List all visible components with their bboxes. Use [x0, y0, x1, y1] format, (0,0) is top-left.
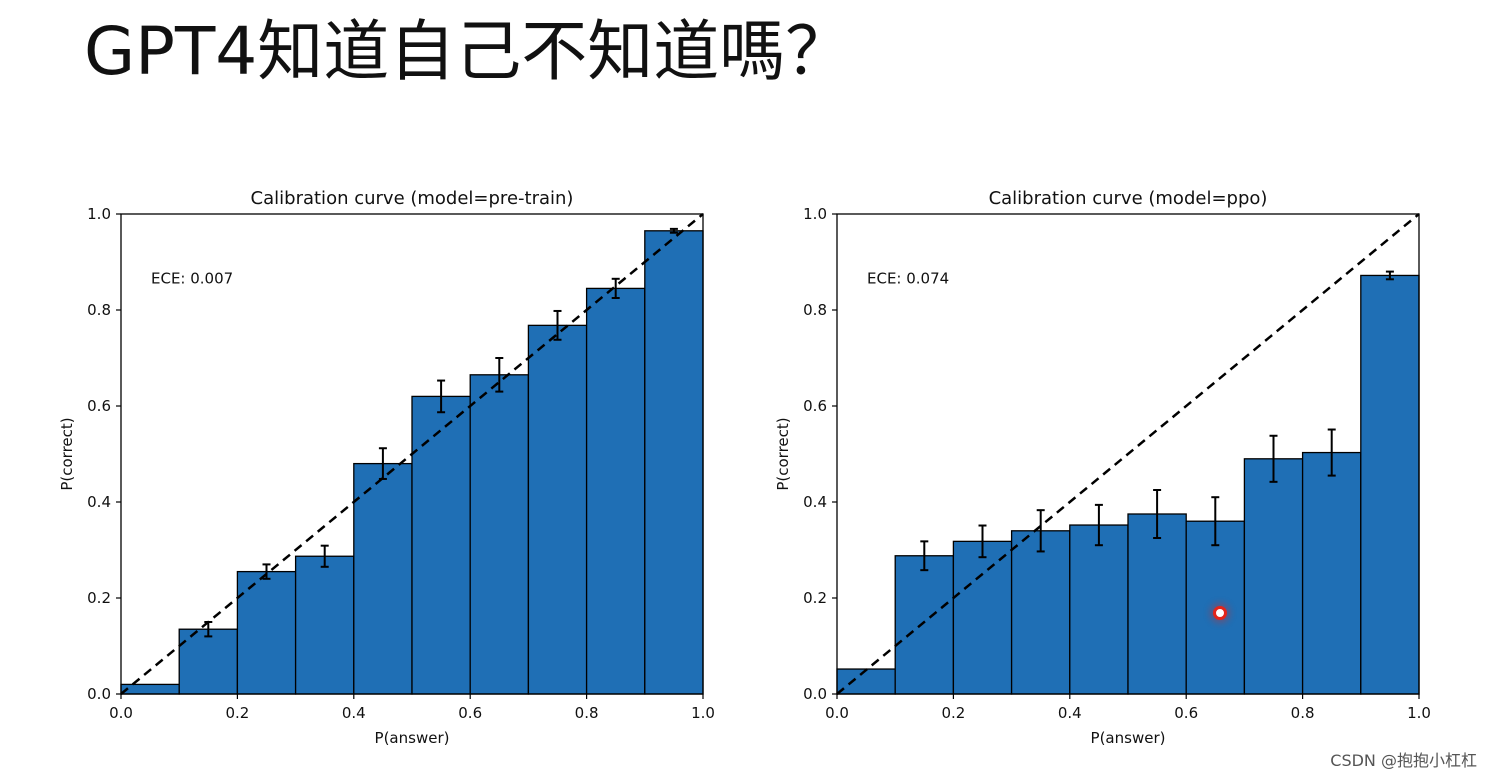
x-tick-label: 1.0 — [691, 704, 715, 722]
bar — [527, 324, 588, 695]
bar — [836, 668, 896, 695]
bar — [1243, 458, 1304, 695]
y-axis-label: P(correct) — [58, 417, 76, 490]
bar — [469, 374, 530, 695]
ece-annotation: ECE: 0.074 — [867, 270, 949, 288]
x-axis-label: P(answer) — [1091, 729, 1166, 747]
y-tick-label: 0.8 — [87, 301, 111, 319]
y-tick-label: 0.8 — [803, 301, 827, 319]
error-bars-group — [920, 270, 1394, 572]
bar — [353, 462, 413, 695]
ece-annotation: ECE: 0.007 — [151, 270, 233, 288]
x-axis-label: P(answer) — [375, 729, 450, 747]
slide-title: GPT4知道自己不知道嗎？ — [84, 13, 852, 90]
bar — [411, 395, 471, 695]
bar — [120, 683, 180, 695]
chart-title: Calibration curve (model=pre-train) — [251, 188, 574, 209]
y-tick-label: 0.4 — [87, 493, 111, 511]
calibration-chart-pretrain: Calibration curve (model=pre-train)0.0 0.… — [58, 188, 715, 747]
y-tick-label: 0.0 — [87, 685, 111, 703]
x-tick-label: 0.6 — [1174, 704, 1198, 722]
y-axis-label: P(correct) — [774, 417, 792, 490]
calibration-chart-ppo: Calibration curve (model=ppo) 0.0 0.2 0.4 0.… — [774, 188, 1431, 747]
chart-title: Calibration curve (model=ppo) — [989, 188, 1268, 209]
y-tick-label: 1.0 — [87, 205, 111, 223]
reference-line — [120, 213, 704, 695]
x-tick-label: 1.0 — [1407, 704, 1431, 722]
plot-frame — [120, 213, 704, 695]
bar — [644, 230, 704, 695]
bar — [585, 287, 646, 695]
error-bars-group — [204, 227, 678, 638]
y-tick-label: 0.2 — [87, 589, 111, 607]
x-tick-label: 0.4 — [342, 704, 366, 722]
bar — [894, 555, 955, 695]
x-tick-label: 0.2 — [225, 704, 249, 722]
x-tick-label: 0.0 — [109, 704, 133, 722]
plot-frame — [836, 213, 1420, 695]
cursor-indicator — [1213, 606, 1227, 620]
bar — [1127, 513, 1187, 695]
y-tick-label: 0.6 — [803, 397, 827, 415]
bar — [1010, 530, 1071, 695]
x-tick-label: 0.2 — [941, 704, 965, 722]
x-tick-label: 0.8 — [575, 704, 599, 722]
bar — [952, 540, 1013, 695]
y-tick-label: 0.4 — [803, 493, 827, 511]
x-tick-label: 0.4 — [1058, 704, 1082, 722]
bar — [236, 570, 297, 695]
bars-group — [836, 274, 1420, 695]
bar — [294, 555, 355, 695]
x-tick-label: 0.6 — [458, 704, 482, 722]
bar — [1301, 451, 1362, 695]
x-tick-label: 0.8 — [1291, 704, 1315, 722]
bar — [178, 628, 239, 695]
y-tick-label: 0.0 — [803, 685, 827, 703]
bar — [1069, 524, 1129, 695]
reference-line — [836, 213, 1420, 695]
bars-group — [120, 230, 704, 695]
y-tick-label: 1.0 — [803, 205, 827, 223]
bar — [1360, 274, 1420, 695]
y-tick-label: 0.6 — [87, 397, 111, 415]
watermark: CSDN @抱抱小杠杠 — [1330, 751, 1477, 770]
x-tick-label: 0.0 — [825, 704, 849, 722]
y-tick-label: 0.2 — [803, 589, 827, 607]
